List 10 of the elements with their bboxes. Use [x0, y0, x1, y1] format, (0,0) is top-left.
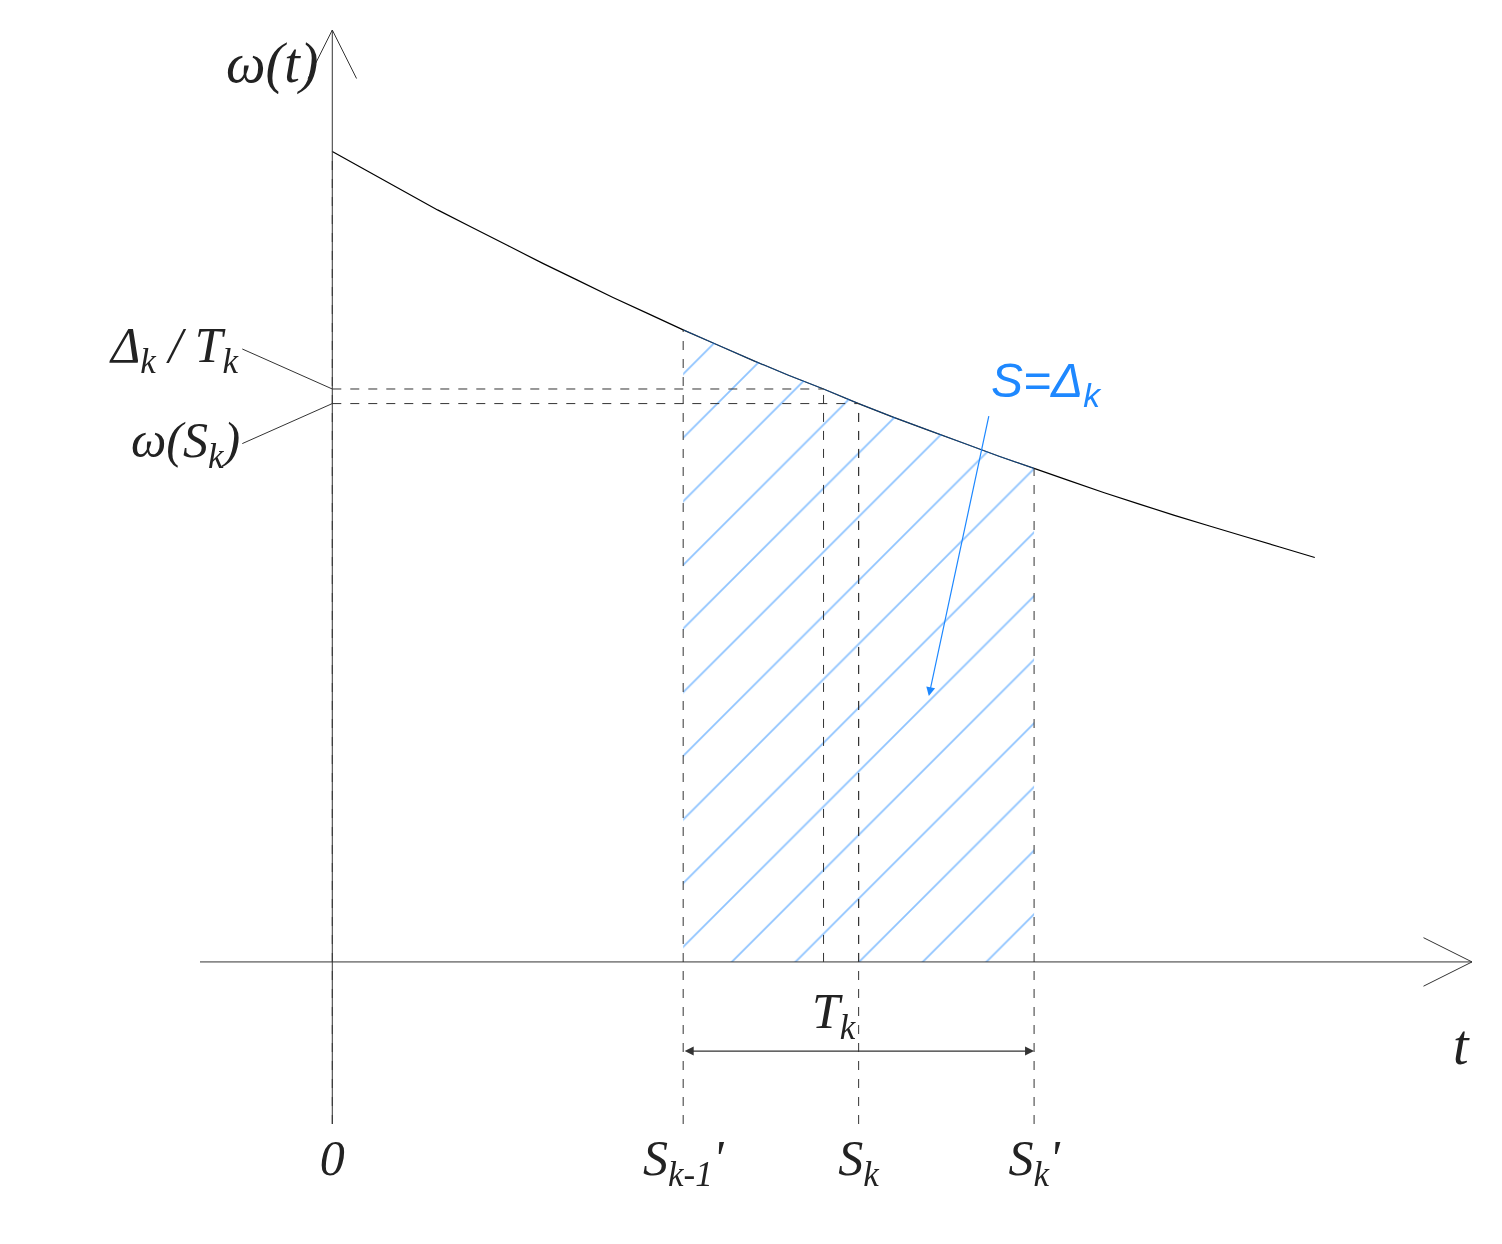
- x-tick-label: 0: [319, 1130, 345, 1186]
- ref-line-label: ω(S$_{k}$): [131, 412, 241, 476]
- x-tick-label: S$_{k}$: [838, 1130, 881, 1194]
- x-tick-label: S$_{k-1}$': [642, 1130, 725, 1194]
- ref-line-label: Δ$_{k}$ / T$_{k}$: [109, 317, 240, 381]
- text: T$_{k}$: [812, 983, 857, 1047]
- x-axis-title: t: [1453, 1014, 1470, 1076]
- series-label: S=Δ$_{k}$: [991, 354, 1103, 415]
- x-tick-label: S$_{k}$': [1008, 1130, 1061, 1194]
- y-axis-title: ω(t): [226, 32, 319, 95]
